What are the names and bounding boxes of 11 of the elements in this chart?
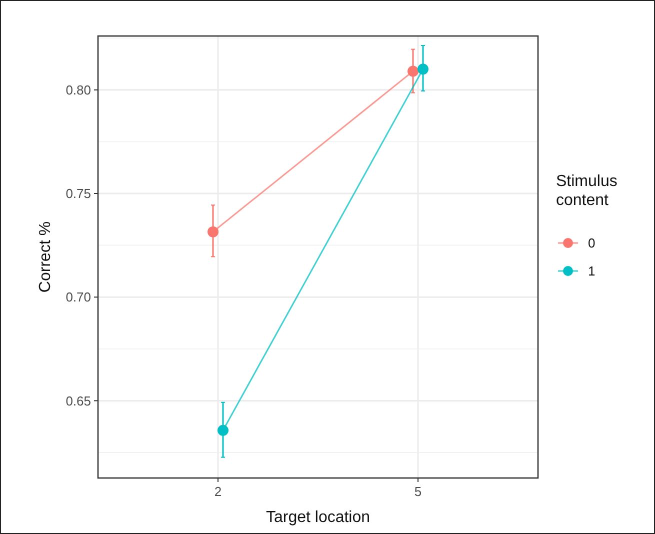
y-tick-label: 0.70: [66, 290, 91, 305]
y-tick-label: 0.65: [66, 393, 91, 408]
y-tick-label: 0.75: [66, 186, 91, 202]
x-axis-title: Target location: [266, 509, 370, 526]
x-tick-label: 5: [414, 484, 422, 499]
legend-title: Stimulus content: [556, 173, 618, 209]
legend-label: 0: [588, 236, 596, 251]
y-axis-title: Correct %: [37, 221, 54, 293]
x-tick-label: 2: [214, 484, 222, 499]
legend-label: 1: [588, 264, 596, 279]
y-tick-label: 0.80: [66, 82, 91, 98]
